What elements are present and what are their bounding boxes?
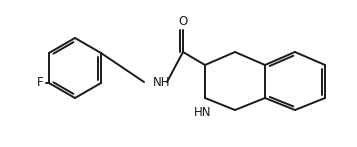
- Text: NH: NH: [153, 76, 171, 88]
- Text: F: F: [36, 76, 43, 90]
- Text: HN: HN: [194, 106, 212, 119]
- Text: O: O: [178, 15, 188, 28]
